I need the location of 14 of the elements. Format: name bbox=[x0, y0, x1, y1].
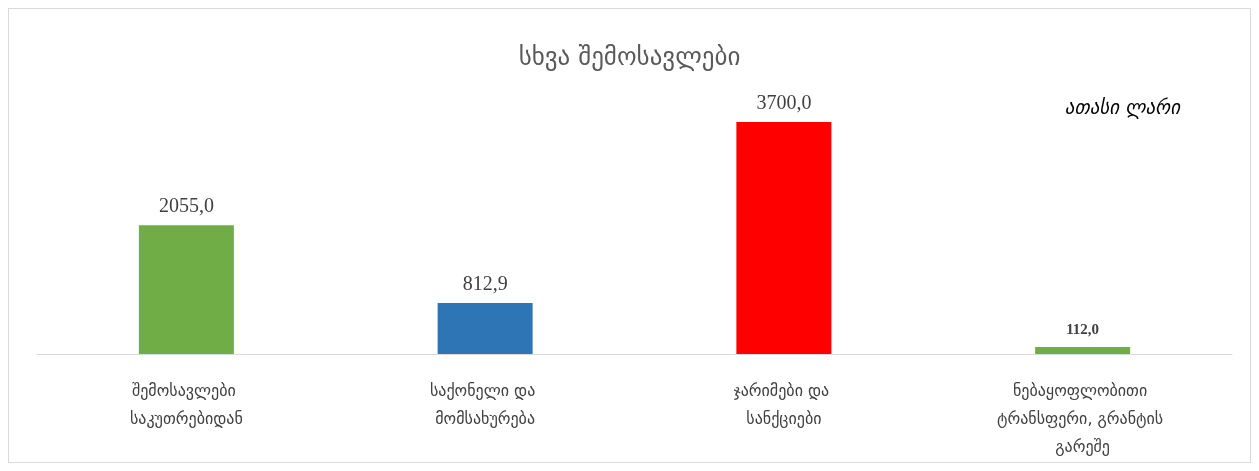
data-label: 2055,0 bbox=[158, 194, 214, 217]
bar bbox=[736, 122, 832, 354]
x-tick-label: საქონელი და მომსახურება bbox=[429, 380, 541, 428]
x-tick-label: ჯარიმები და სანქციები bbox=[733, 380, 835, 428]
x-tick-label: ნებაყოფლობითი ტრანსფერი, გრანტის გარეშე bbox=[996, 380, 1169, 456]
x-tick-label: შემოსავლები საკუთრებიდან bbox=[129, 380, 243, 428]
chart-title: სხვა შემოსავლები bbox=[518, 42, 741, 71]
bar bbox=[1035, 346, 1131, 354]
data-label: 112,0 bbox=[1066, 321, 1100, 338]
data-label: 3700,0 bbox=[756, 91, 812, 113]
data-label: 812,9 bbox=[462, 272, 508, 295]
text: ათასი ლარი bbox=[1064, 95, 1182, 119]
bar bbox=[138, 225, 234, 354]
bar bbox=[437, 303, 533, 354]
